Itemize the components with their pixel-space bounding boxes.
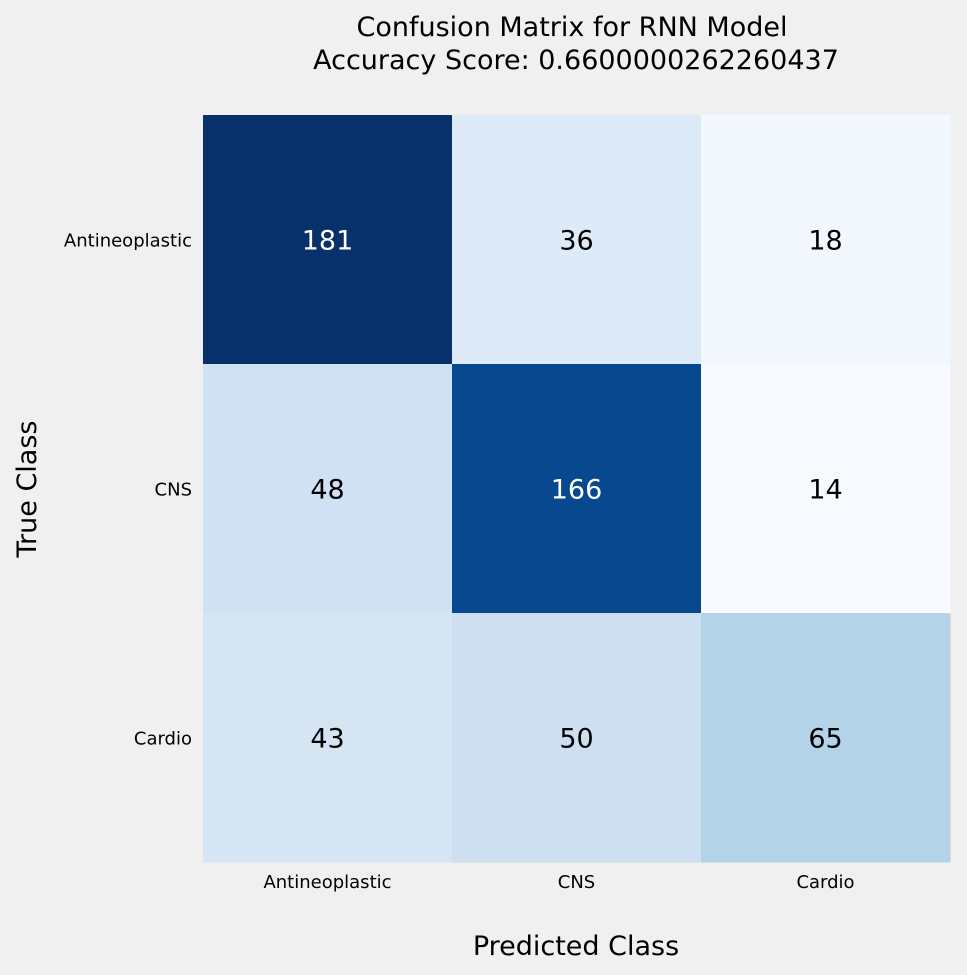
cell-value-label-0-0: 181 — [302, 226, 354, 257]
heatmap-cell-2-1 — [452, 613, 702, 863]
chart-title-line-2: Accuracy Score: 0.6600000262260437 — [313, 45, 839, 76]
heatmap-cell-labels: 181 36 18 48 166 14 43 50 65 — [302, 226, 843, 755]
cell-value-label-1-0: 48 — [310, 475, 344, 506]
x-axis-label: Predicted Class — [473, 931, 679, 962]
heatmap-cell-2-0 — [203, 613, 453, 863]
heatmap-cell-1-2 — [701, 364, 951, 614]
heatmap-cell-0-1 — [452, 115, 702, 365]
cell-value-label-2-0: 43 — [310, 724, 344, 755]
x-tick-label-0: Antineoplastic — [263, 872, 391, 893]
heatmap-cell-2-2 — [701, 613, 951, 863]
y-axis-label: True Class — [12, 421, 43, 559]
y-tick-label-0: Antineoplastic — [64, 231, 192, 252]
cell-value-label-1-1: 166 — [551, 475, 603, 506]
heatmap-cell-0-2 — [701, 115, 951, 365]
cell-value-label-0-2: 18 — [808, 226, 842, 257]
cell-value-label-2-2: 65 — [808, 724, 842, 755]
chart-title-line-1: Confusion Matrix for RNN Model — [357, 12, 788, 43]
y-tick-label-2: Cardio — [134, 729, 192, 750]
x-tick-labels: Antineoplastic CNS Cardio — [263, 872, 854, 893]
cell-value-label-2-1: 50 — [559, 724, 593, 755]
y-tick-labels: Antineoplastic CNS Cardio — [64, 231, 192, 750]
x-tick-label-2: Cardio — [796, 872, 854, 893]
y-tick-label-1: CNS — [155, 480, 192, 501]
heatmap-cells — [203, 115, 951, 863]
heatmap-cell-1-1 — [452, 364, 702, 614]
x-tick-label-1: CNS — [558, 872, 595, 893]
cell-value-label-0-1: 36 — [559, 226, 593, 257]
cell-value-label-1-2: 14 — [808, 475, 842, 506]
heatmap-cell-1-0 — [203, 364, 453, 614]
heatmap-cell-0-0 — [203, 115, 453, 365]
